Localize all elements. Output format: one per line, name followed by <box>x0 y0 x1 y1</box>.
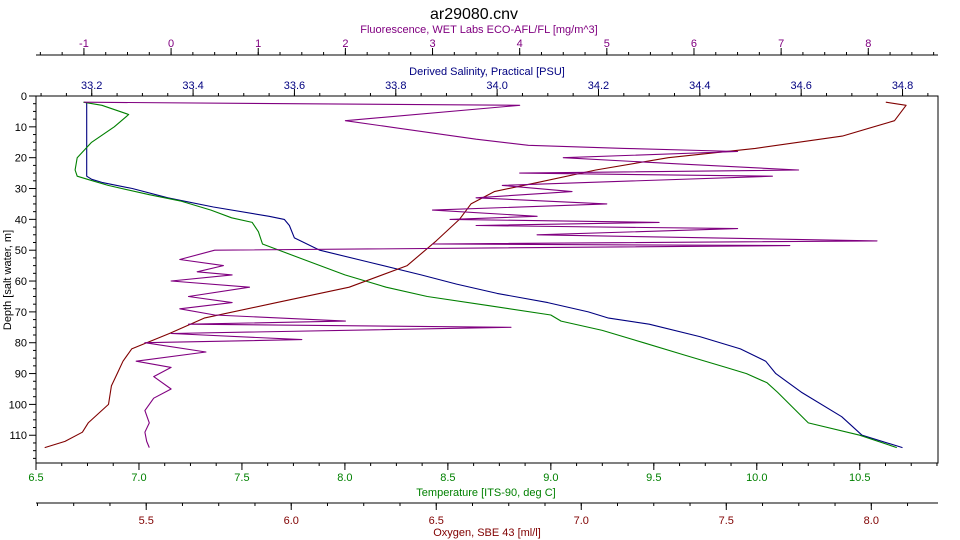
fluorescence-tick-label: 2 <box>342 38 348 50</box>
salinity-series-line <box>86 102 903 449</box>
salinity-tick-label: 34.0 <box>486 80 507 92</box>
temperature-tick-label: 8.0 <box>337 472 352 484</box>
temperature-series-line <box>74 101 897 449</box>
temperature-tick-label: 9.5 <box>646 472 661 484</box>
oxygen-tick-label: 7.0 <box>574 515 589 527</box>
salinity-tick-label: 34.2 <box>588 80 609 92</box>
salinity-axis-title: Derived Salinity, Practical [PSU] <box>409 66 565 78</box>
oxygen-axis-title: Oxygen, SBE 43 [ml/l] <box>433 527 541 539</box>
fluorescence-axis: -1 0 1 2 3 4 5 6 7 8 <box>36 38 938 56</box>
depth-axis-title: Depth [salt water, m] <box>2 230 14 330</box>
temperature-tick-label: 10.0 <box>746 472 767 484</box>
depth-tick-label: 40 <box>15 214 27 226</box>
depth-tick-label: 0 <box>21 91 27 103</box>
depth-tick-label: 70 <box>15 307 27 319</box>
fluorescence-tick-label: 7 <box>778 38 784 50</box>
oxygen-tick-label: 6.0 <box>284 515 299 527</box>
oxygen-tick-label: 5.5 <box>139 515 154 527</box>
fluorescence-tick-label: 4 <box>517 38 523 50</box>
temperature-tick-label: 8.5 <box>440 472 455 484</box>
temperature-axis-title: Temperature [ITS-90, deg C] <box>416 487 555 499</box>
salinity-tick-label: 34.8 <box>892 80 913 92</box>
depth-tick-label: 60 <box>15 276 27 288</box>
salinity-axis: 33.2 33.4 33.6 33.8 34.0 34.2 34.4 34.6 34.8 <box>40 80 929 96</box>
temperature-tick-label: 7.5 <box>234 472 249 484</box>
salinity-tick-label: 33.4 <box>182 80 203 92</box>
salinity-tick-label: 33.6 <box>284 80 305 92</box>
chart-title: ar29080.cnv <box>430 6 518 23</box>
oxygen-series-line <box>44 101 907 449</box>
fluorescence-tick-label: 0 <box>168 38 174 50</box>
salinity-tick-label: 34.4 <box>689 80 710 92</box>
fluorescence-tick-label: 6 <box>691 38 697 50</box>
depth-tick-label: 90 <box>15 369 27 381</box>
oxygen-axis: 5.5 6.0 6.5 7.0 7.5 8.0 <box>36 502 938 527</box>
fluorescence-tick-label: 8 <box>865 38 871 50</box>
temperature-tick-label: 9.0 <box>543 472 558 484</box>
fluorescence-tick-label: 3 <box>429 38 435 50</box>
fluorescence-tick-label: -1 <box>79 38 89 50</box>
depth-tick-label: 50 <box>15 245 27 257</box>
oxygen-tick-label: 6.5 <box>429 515 444 527</box>
depth-tick-label: 110 <box>9 430 27 442</box>
depth-tick-label: 10 <box>15 122 27 134</box>
fluorescence-axis-title: Fluorescence, WET Labs ECO-AFL/FL [mg/m^… <box>360 24 597 36</box>
depth-tick-label: 80 <box>15 338 27 350</box>
fluorescence-series-line <box>83 101 878 448</box>
temperature-tick-label: 7.0 <box>131 472 146 484</box>
series-layer <box>44 101 907 449</box>
oxygen-tick-label: 8.0 <box>864 515 879 527</box>
depth-tick-label: 30 <box>15 184 27 196</box>
temperature-tick-label: 6.5 <box>28 472 43 484</box>
plot-frame <box>35 95 939 464</box>
fluorescence-tick-label: 1 <box>255 38 261 50</box>
oxygen-tick-label: 7.5 <box>719 515 734 527</box>
fluorescence-tick-label: 5 <box>604 38 610 50</box>
temperature-tick-label: 10.5 <box>849 472 870 484</box>
temperature-axis: 6.5 7.0 7.5 8.0 8.5 9.0 9.5 10.0 10.5 <box>28 463 938 484</box>
depth-tick-label: 20 <box>15 153 27 165</box>
salinity-tick-label: 33.8 <box>385 80 406 92</box>
salinity-tick-label: 33.2 <box>81 80 102 92</box>
salinity-tick-label: 34.6 <box>790 80 811 92</box>
depth-tick-label: 100 <box>9 399 27 411</box>
